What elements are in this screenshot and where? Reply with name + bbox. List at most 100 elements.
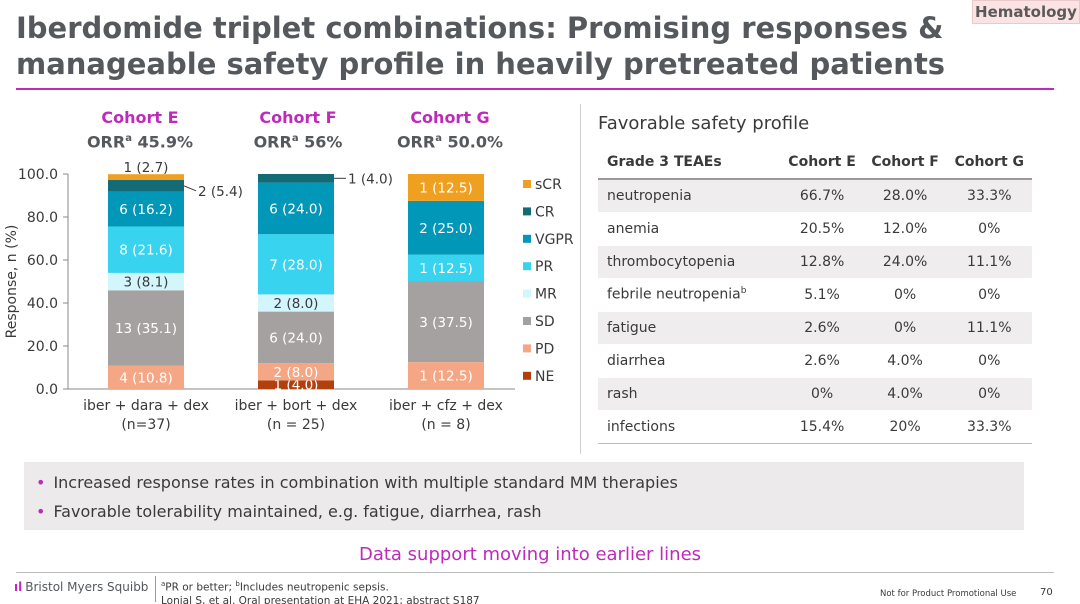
x-category-label: (n=37) (121, 417, 170, 433)
data-label: 1 (4.0) (274, 378, 319, 394)
legend-label: PD (535, 341, 554, 357)
table-row: febrile neutropeniab 5.1% 0% 0% (598, 278, 1032, 312)
cohort-g-value: 11.1% (946, 245, 1032, 279)
bar-segment-sd (408, 281, 484, 363)
footnotes: aPR or better; bIncludes neutropenic sep… (161, 578, 480, 604)
bar-segment-mr (108, 272, 184, 291)
data-label: 2 (8.0) (274, 296, 319, 312)
data-label: 6 (24.0) (269, 201, 322, 217)
company-logo: ıl Bristol Myers Squibb (14, 580, 149, 594)
cohort-g-value: 0% (946, 377, 1032, 411)
bar-segment-sd (108, 290, 184, 366)
bar-segment-vgpr (408, 200, 484, 255)
title-divider (16, 88, 1054, 90)
teae-name: thrombocytopenia (598, 245, 781, 279)
cohort-f-value: 0% (863, 278, 947, 312)
data-label: 1 (12.5) (419, 369, 472, 385)
table-row: anemia 20.5% 12.0% 0% (598, 212, 1032, 246)
cohort-f-value: 12.0% (863, 212, 947, 246)
vertical-divider (580, 104, 581, 454)
x-category-label: (n = 25) (267, 417, 325, 433)
bar-segment-mr (258, 294, 334, 312)
bar-segment-pr (408, 254, 484, 282)
teae-name: rash (598, 377, 781, 411)
cohort-g-value: 0% (946, 278, 1032, 312)
legend-label: SD (535, 314, 555, 330)
bar-segment-pr (258, 234, 334, 295)
legend-swatch-cr (523, 207, 531, 216)
cohort-e-header: Cohort E ORRa 45.9% (75, 108, 205, 153)
legend-swatch-pd (523, 344, 531, 353)
legend-label: sCR (535, 177, 562, 193)
cohort-f-value: 4.0% (863, 344, 947, 378)
summary-box: • Increased response rates in combination… (24, 462, 1024, 530)
safety-table: Grade 3 TEAEs Cohort E Cohort F Cohort G… (598, 146, 1032, 444)
y-tick-label: 0.0 (36, 382, 58, 398)
bar-segment-scr (108, 174, 184, 181)
y-axis-title: Response, n (%) (4, 225, 20, 339)
cohort-orr: ORRa 56% (253, 132, 343, 152)
data-label: 13 (35.1) (115, 321, 177, 337)
legend-swatch-sd (523, 317, 531, 325)
teae-name: febrile neutropeniab (598, 278, 781, 312)
teae-name: fatigue (598, 311, 781, 345)
legend-swatch-vgpr (523, 234, 531, 243)
bar-segment-pd (258, 363, 334, 381)
cohort-f-value: 24.0% (863, 245, 947, 279)
bar-segment-pr (108, 226, 184, 273)
section-tag: Hematology (972, 0, 1080, 24)
cohort-g-header: Cohort G ORRa 50.0% (385, 108, 515, 153)
data-label: 1 (4.0) (348, 171, 393, 187)
legend-swatch-ne (523, 371, 531, 380)
table-row: diarrhea 2.6% 4.0% 0% (598, 344, 1032, 378)
x-category-label: iber + cfz + dex (389, 398, 503, 414)
x-category-label: iber + dara + dex (83, 398, 209, 414)
cohort-g-value: 0% (946, 212, 1032, 246)
bar-segment-vgpr (108, 191, 184, 227)
cohort-f-value: 20% (863, 410, 947, 444)
table-row: fatigue 2.6% 0% 11.1% (598, 311, 1032, 345)
bar-segment-ne (258, 380, 334, 389)
cohort-e-value: 0% (780, 377, 864, 411)
table-row: infections 15.4% 20% 33.3% (598, 410, 1032, 444)
data-label: 8 (21.6) (119, 243, 172, 259)
data-label: 7 (28.0) (269, 257, 322, 273)
cohort-e-value: 20.5% (780, 212, 864, 246)
reference-line: Lonial S, et al. Oral presentation at EH… (161, 594, 480, 604)
cohort-orr: ORRa 50.0% (396, 132, 504, 152)
leader-line (183, 185, 197, 192)
footer-divider (16, 572, 1054, 573)
legend-label: CR (535, 204, 555, 220)
header-cell: Grade 3 TEAEs (598, 146, 781, 180)
x-category-label: iber + bort + dex (235, 398, 358, 414)
teae-name: infections (598, 410, 781, 444)
data-label: 3 (37.5) (419, 315, 472, 331)
cohort-f-value: 0% (863, 311, 947, 345)
header-cell: Cohort F (863, 146, 947, 180)
bar-segment-vgpr (258, 182, 334, 235)
table-row: rash 0% 4.0% 0% (598, 377, 1032, 411)
data-label: 1 (12.5) (419, 261, 472, 277)
data-label: 2 (25.0) (419, 221, 472, 237)
header-cell: Cohort E (780, 146, 864, 180)
teae-name: diarrhea (598, 344, 781, 378)
bullet-item: • Increased response rates in combination… (36, 473, 678, 492)
table-row: neutropenia 66.7% 28.0% 33.3% (598, 179, 1032, 213)
bullet-item: • Favorable tolerability maintained, e.g.… (36, 502, 542, 521)
y-tick-label: 100.0 (18, 167, 58, 183)
cohort-name: Cohort E (101, 108, 179, 127)
y-tick-label: 60.0 (27, 253, 58, 269)
table-header-row: Grade 3 TEAEs Cohort E Cohort F Cohort G (598, 146, 1032, 180)
bar-segment-cr (258, 174, 334, 183)
bar-segment-scr (408, 174, 484, 201)
teae-name: neutropenia (598, 179, 781, 213)
bar-segment-cr (108, 180, 184, 192)
bar-segment-sd (258, 311, 334, 364)
legend-label: VGPR (535, 232, 574, 248)
cohort-orr: ORRa 45.9% (86, 132, 194, 152)
header-cell: Cohort G (946, 146, 1032, 180)
data-label: 3 (8.1) (124, 275, 169, 291)
cohort-e-value: 2.6% (780, 311, 864, 345)
data-label: 2 (5.4) (198, 184, 243, 200)
page-number: 70 (1040, 587, 1053, 598)
